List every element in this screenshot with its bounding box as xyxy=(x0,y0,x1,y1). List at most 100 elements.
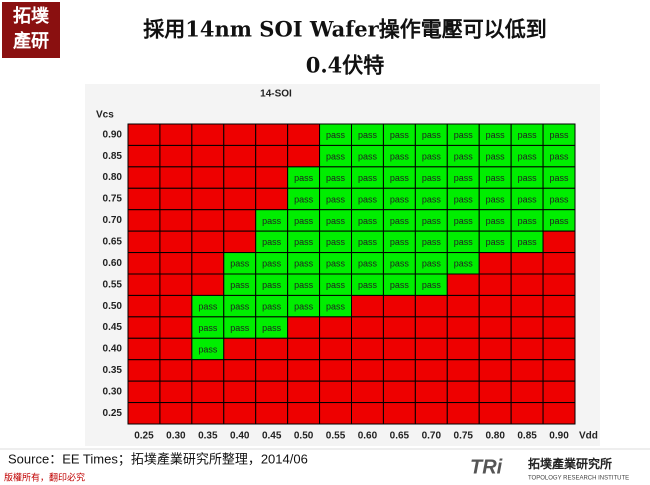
x-tick-label: 0.30 xyxy=(166,431,186,442)
y-tick-label: 0.90 xyxy=(103,129,123,140)
cell xyxy=(382,316,416,339)
cell xyxy=(223,209,257,232)
cell-label: pass xyxy=(390,194,410,204)
cell xyxy=(510,337,544,361)
cell xyxy=(542,380,576,404)
cell xyxy=(127,252,161,275)
cell-label: pass xyxy=(358,237,378,247)
cell-label: pass xyxy=(390,152,410,162)
cell xyxy=(287,123,321,146)
x-tick-label: 0.75 xyxy=(454,431,474,442)
cell xyxy=(414,359,448,382)
cell xyxy=(446,294,480,318)
cell xyxy=(542,273,576,296)
cell xyxy=(478,294,512,318)
cell xyxy=(191,380,225,404)
cell xyxy=(510,402,544,425)
cell xyxy=(127,209,161,232)
brand-name: 拓墣產業研究所 xyxy=(528,456,612,471)
cell xyxy=(223,166,257,189)
cell xyxy=(542,402,576,425)
copyright: 版權所有，翻印必究 xyxy=(4,471,85,482)
cell xyxy=(191,273,225,296)
cell-label: pass xyxy=(358,280,378,290)
cell xyxy=(446,359,480,382)
cell xyxy=(127,273,161,296)
cell xyxy=(351,380,384,404)
cell xyxy=(159,123,193,146)
cell-label: pass xyxy=(326,152,346,162)
cell xyxy=(319,359,353,382)
cell xyxy=(319,402,353,425)
cell xyxy=(542,230,576,254)
cell xyxy=(382,402,416,425)
cell xyxy=(414,316,448,339)
cell-label: pass xyxy=(550,130,570,140)
cell xyxy=(382,359,416,382)
x-tick-label: 0.90 xyxy=(549,431,569,442)
cell xyxy=(191,187,225,211)
cell-label: pass xyxy=(422,152,442,162)
cell xyxy=(159,337,193,361)
cell xyxy=(510,294,544,318)
cell xyxy=(223,337,257,361)
x-tick-label: 0.25 xyxy=(134,431,154,442)
cell-label: pass xyxy=(358,194,378,204)
cell xyxy=(255,380,289,404)
cell xyxy=(319,337,353,361)
cell xyxy=(510,316,544,339)
cell-label: pass xyxy=(358,152,378,162)
cell xyxy=(414,337,448,361)
cell xyxy=(159,230,193,254)
cell xyxy=(255,337,289,361)
x-tick-label: 0.45 xyxy=(262,431,282,442)
cell-label: pass xyxy=(422,130,442,140)
cell xyxy=(319,380,353,404)
cell-label: pass xyxy=(326,280,346,290)
cell-label: pass xyxy=(390,237,410,247)
cell xyxy=(255,359,289,382)
cell xyxy=(446,402,480,425)
cell-label: pass xyxy=(326,216,346,226)
cell-label: pass xyxy=(486,237,506,247)
cell-label: pass xyxy=(326,130,346,140)
y-tick-label: 0.65 xyxy=(103,236,123,247)
slide-title: 0.4伏特 xyxy=(306,53,385,78)
cell-label: pass xyxy=(550,173,570,183)
cell-label: pass xyxy=(518,194,538,204)
cell-label: pass xyxy=(294,280,314,290)
cell-label: pass xyxy=(230,323,250,333)
cell-label: pass xyxy=(422,259,442,269)
cell xyxy=(255,123,289,146)
cell xyxy=(446,316,480,339)
cell-label: pass xyxy=(422,216,442,226)
cell xyxy=(287,380,321,404)
cell xyxy=(478,252,512,275)
slide-title: 採用14nm SOI Wafer操作電壓可以低到 xyxy=(143,17,546,42)
cell xyxy=(446,380,480,404)
cell xyxy=(542,316,576,339)
cell xyxy=(127,316,161,339)
cell xyxy=(287,144,321,168)
cell xyxy=(382,337,416,361)
cell-label: pass xyxy=(550,216,570,226)
logo-text: 拓墣 xyxy=(13,5,49,26)
cell xyxy=(319,316,353,339)
cell-label: pass xyxy=(390,216,410,226)
cell-label: pass xyxy=(518,130,538,140)
cell xyxy=(478,380,512,404)
cell xyxy=(127,359,161,382)
cell-label: pass xyxy=(326,194,346,204)
logo-box xyxy=(2,2,60,58)
cell xyxy=(191,230,225,254)
cell xyxy=(382,294,416,318)
cell xyxy=(159,316,193,339)
cell-label: pass xyxy=(198,323,218,333)
cell xyxy=(223,402,257,425)
cell xyxy=(255,402,289,425)
x-tick-label: 0.55 xyxy=(326,431,346,442)
cell-label: pass xyxy=(454,194,474,204)
cell-label: pass xyxy=(454,173,474,183)
cell-label: pass xyxy=(390,259,410,269)
cell xyxy=(414,294,448,318)
